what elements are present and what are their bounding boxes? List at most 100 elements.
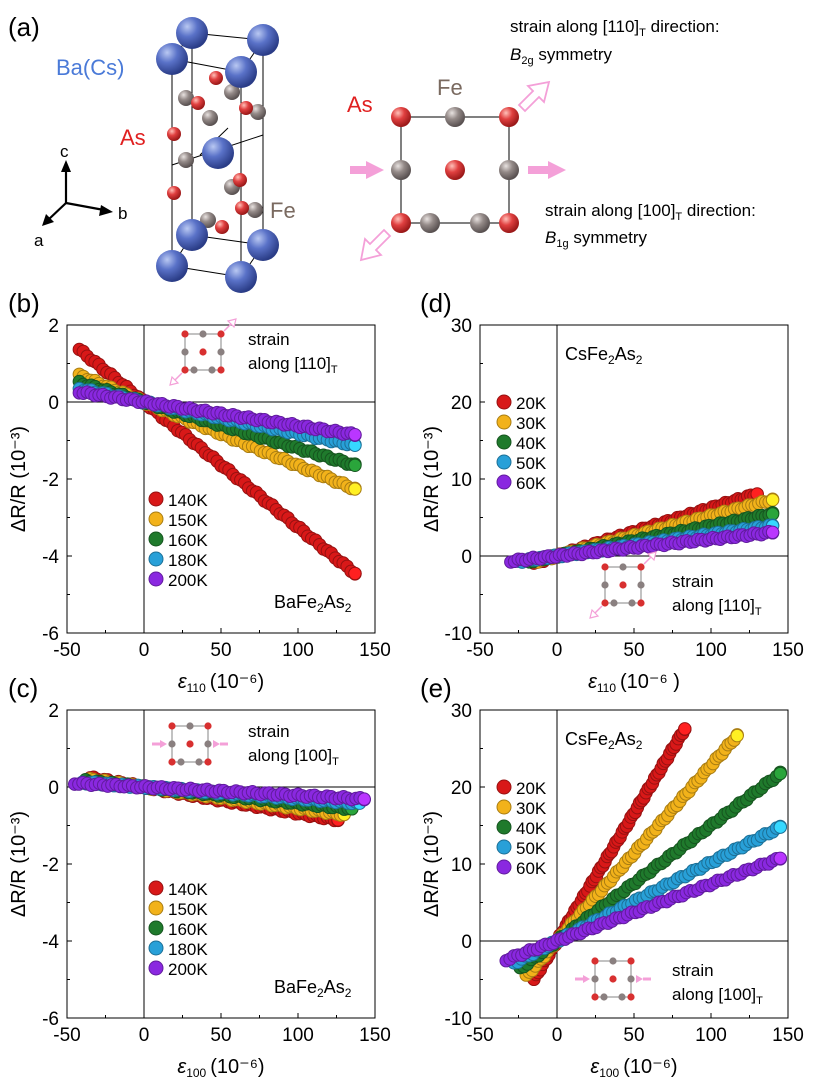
legend-label-60K: 60K: [516, 859, 547, 878]
arrow-100-left-icon: [350, 161, 384, 179]
fe-label-left: Fe: [270, 198, 296, 223]
legend-marker-50K: [496, 454, 512, 470]
legend-marker-150K: [148, 511, 164, 527]
inset-as-atom: [601, 599, 609, 607]
inset-arrow-left-icon: [160, 740, 167, 748]
legend-label-140K: 140K: [168, 880, 208, 899]
data-point-end: [765, 525, 780, 539]
x-tick-label: 100: [695, 640, 727, 661]
x-tick-label: 100: [282, 1025, 314, 1046]
x-tick-label: 0: [139, 1025, 150, 1046]
compound-label: BaFe2As2: [274, 592, 352, 615]
inset-fe-atom: [637, 581, 645, 589]
arrow-110-down-icon: [359, 228, 392, 262]
legend-label-30K: 30K: [516, 414, 547, 433]
y-axis-label: ΔR/R (10⁻³): [421, 811, 443, 917]
as-label-right: As: [347, 92, 373, 117]
inset-arrow-right-icon: [636, 975, 643, 983]
y-tick-label: -2: [42, 470, 59, 491]
y-tick-label: 10: [451, 855, 472, 876]
x-tick-label: 100: [282, 640, 314, 661]
svg-text:strain along [110]T direction:: strain along [110]T direction:: [510, 17, 720, 39]
chart-d: (d) -50 0 50 100 150 -10 0 10 20 30 ε110 (10⁻⁶ ) ΔR/R…: [420, 288, 804, 695]
ba-cs-label: Ba(Cs): [56, 55, 124, 80]
chart-b: (b) -50 0 50 100 150 -6 -4 -2 0 2 ε110 (10⁻⁶) ΔR/R (1…: [8, 288, 391, 695]
inset-as-atom: [168, 722, 176, 730]
y-tick-label: -10: [445, 1009, 472, 1030]
legend-label-50K: 50K: [516, 454, 547, 473]
series-60K: [499, 851, 787, 968]
panel-label: (b): [8, 288, 40, 318]
y-tick-label: 30: [451, 316, 472, 337]
strain-inset: strain along [100]T: [575, 957, 763, 1007]
svg-text:strain along [100]T direction:: strain along [100]T direction:: [545, 201, 756, 223]
inset-text-strain: strain: [248, 722, 290, 741]
y-tick-label: 0: [461, 932, 472, 953]
legend-marker-160K: [148, 920, 164, 936]
inset-as-atom: [217, 330, 225, 338]
inset-fe-atom: [618, 993, 626, 1001]
arrow-100-right-icon: [528, 161, 566, 179]
y-axis-label: ΔR/R (10⁻³): [8, 426, 30, 532]
compound-label: CsFe2As2: [565, 344, 643, 367]
legend-label-180K: 180K: [168, 940, 208, 959]
legend-label-30K: 30K: [516, 799, 547, 818]
y-tick-label: 30: [451, 701, 472, 722]
inset-fe-atom: [168, 740, 176, 748]
inset-as-atom: [609, 975, 617, 983]
inset-fe-atom: [199, 330, 207, 338]
inset-fe-atom: [591, 975, 599, 983]
legend-marker-140K: [148, 880, 164, 896]
inset-as-atom: [601, 563, 609, 571]
crystal-structure: [156, 17, 279, 293]
legend-marker-180K: [148, 551, 164, 567]
legend-label-160K: 160K: [168, 920, 208, 939]
data-point-end: [765, 493, 780, 507]
y-tick-label: 2: [48, 316, 59, 337]
panel-a-label: (a): [8, 12, 40, 42]
fe-as-square: [350, 80, 566, 262]
inset-as-atom: [591, 993, 599, 1001]
inset-text-strain: strain: [672, 572, 714, 591]
inset-fe-atom: [217, 348, 225, 356]
inset-text-direction: along [110]T: [248, 354, 338, 376]
legend-marker-20K: [496, 394, 512, 410]
y-axis-label: ΔR/R (10⁻³): [421, 426, 443, 532]
x-tick-label: 0: [139, 640, 150, 661]
inset-as-atom: [186, 740, 194, 748]
x-tick-label: -50: [53, 640, 80, 661]
y-tick-label: -6: [42, 1009, 59, 1030]
axis-b-label: b: [118, 204, 127, 223]
legend-label-150K: 150K: [168, 900, 208, 919]
inset-text-direction: along [100]T: [672, 985, 763, 1007]
x-axis-label: ε110 (10⁻⁶ ): [588, 671, 680, 695]
chart-c: (c) -50 0 50 100 150 -6 -4 -2 0 2 ε100 (10⁻⁶) ΔR/R (1…: [8, 673, 391, 1080]
legend-label-50K: 50K: [516, 839, 547, 858]
inset-fe-atom: [601, 581, 609, 589]
inset-as-atom: [217, 366, 225, 374]
x-tick-label: 150: [772, 640, 804, 661]
y-tick-label: 0: [461, 547, 472, 568]
inset-as-atom: [627, 993, 635, 1001]
chart-e: (e) -50 0 50 100 150 -10 0 10 20 30 ε100 (10⁻⁶) ΔR/R …: [420, 673, 804, 1080]
legend-marker-180K: [148, 940, 164, 956]
inset-fe-atom: [619, 563, 627, 571]
data-point-end: [348, 458, 362, 472]
legend-label-180K: 180K: [168, 551, 208, 570]
data-point-end: [773, 820, 787, 834]
x-tick-label: -50: [466, 640, 493, 661]
data-point-end: [773, 766, 787, 781]
strain-inset: strain along [100]T: [152, 722, 339, 768]
legend-label-40K: 40K: [516, 434, 547, 453]
legend-marker-50K: [496, 839, 512, 855]
x-tick-label: 50: [210, 1025, 231, 1046]
inset-arrow-down-head: [589, 608, 600, 619]
inset-fe-atom: [600, 993, 608, 1001]
y-tick-label: 20: [451, 778, 472, 799]
legend-label-20K: 20K: [516, 394, 547, 413]
inset-arrow-left-icon: [583, 975, 590, 983]
inset-arrow-down-head: [169, 375, 180, 386]
compound-label: BaFe2As2: [274, 977, 352, 1000]
data-point-end: [348, 428, 362, 442]
inset-as-atom: [627, 957, 635, 965]
